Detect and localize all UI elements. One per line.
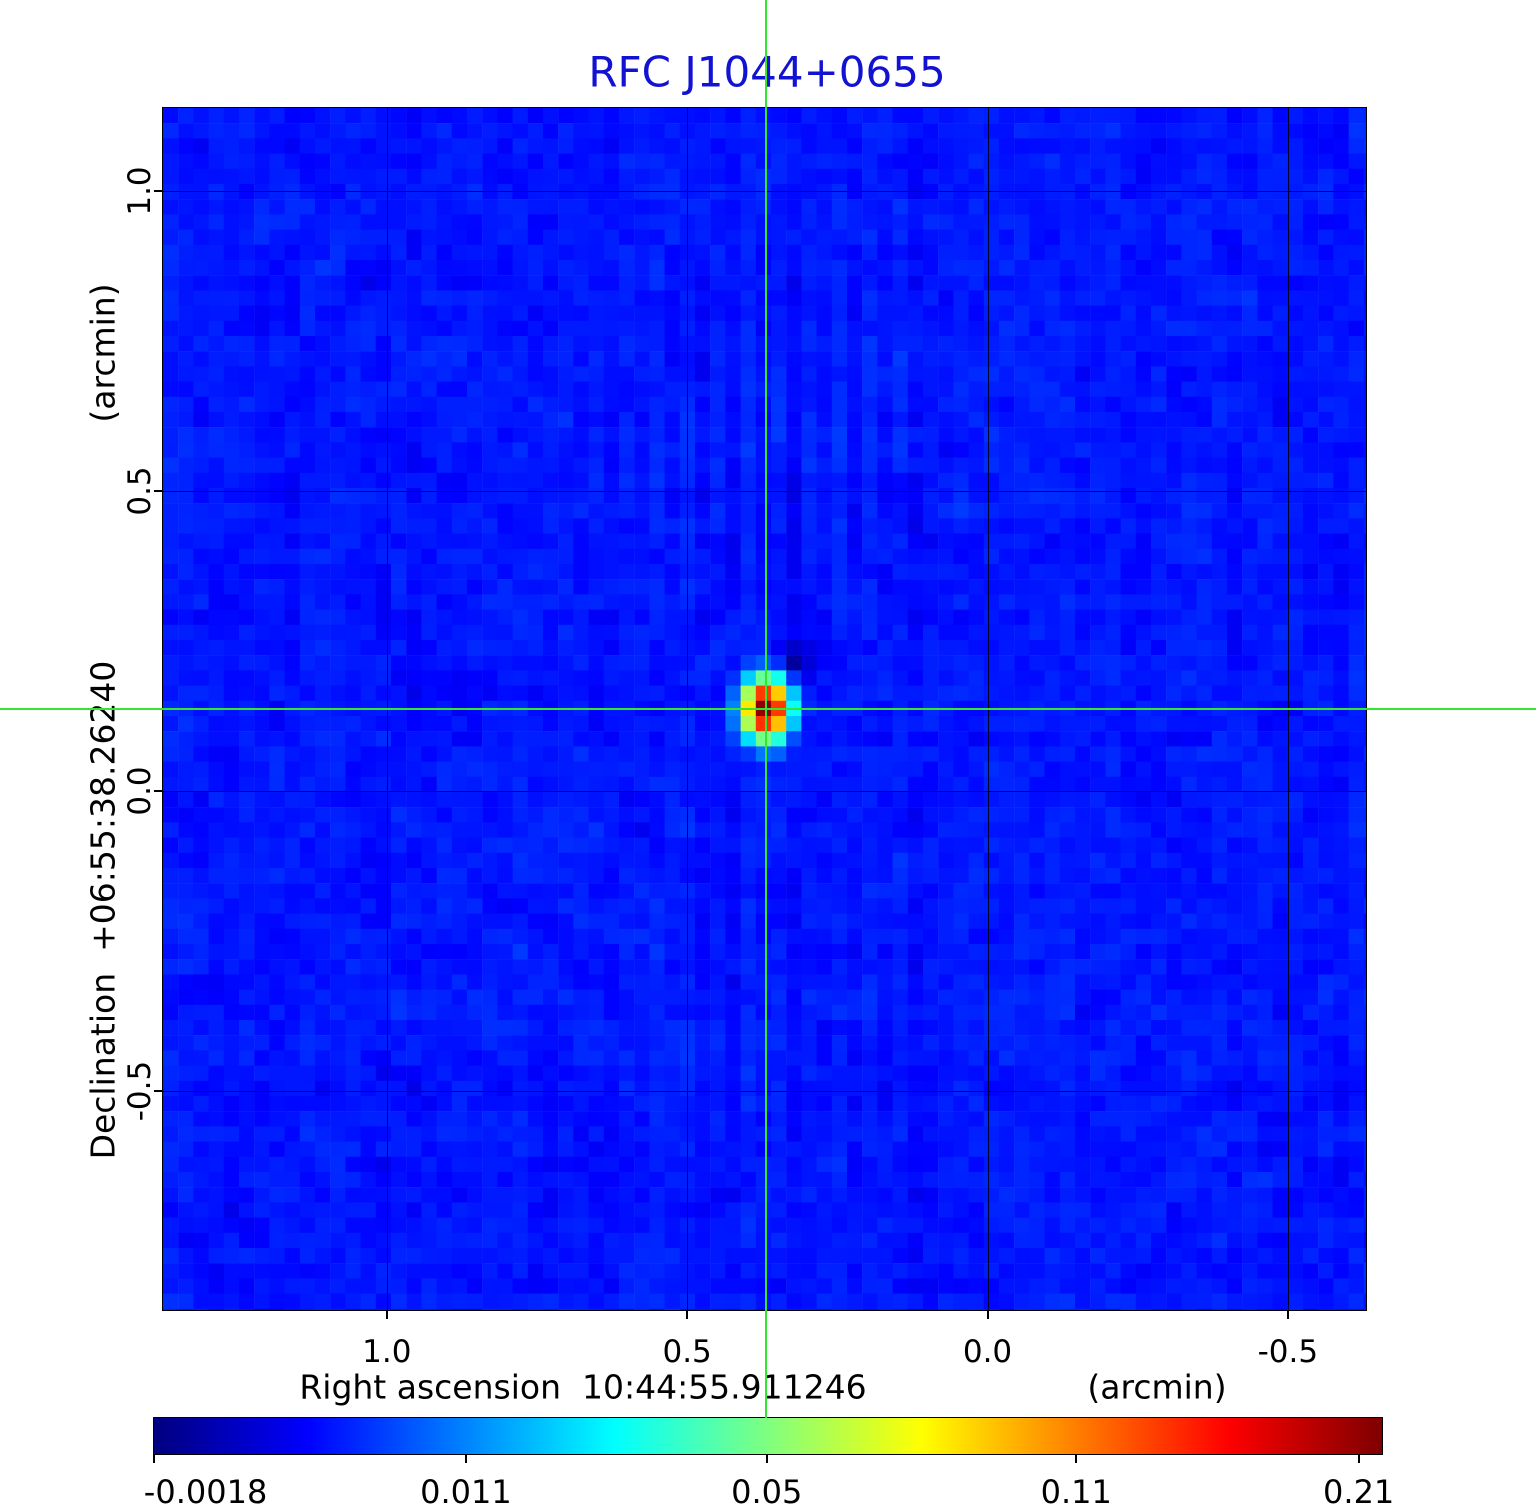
tick-mark bbox=[464, 1455, 467, 1463]
tick-mark bbox=[154, 189, 162, 192]
colorbar-tick-label: 0.21 bbox=[1323, 1473, 1395, 1511]
y-tick-label: 1.0 bbox=[122, 166, 158, 216]
tick-mark bbox=[1357, 1455, 1360, 1463]
tick-mark bbox=[986, 1311, 989, 1319]
y-tick-label: 0.5 bbox=[122, 466, 158, 516]
y-tick-label: 0.0 bbox=[122, 766, 158, 816]
colorbar-tick-label: -0.0018 bbox=[143, 1473, 268, 1511]
colorbar bbox=[153, 1417, 1383, 1455]
x-axis-label: Right ascension 10:44:55.911246 bbox=[299, 1367, 867, 1407]
colorbar-tick-label: 0.011 bbox=[420, 1473, 512, 1511]
x-tick-label: -0.5 bbox=[1257, 1334, 1319, 1370]
tick-mark bbox=[686, 1311, 689, 1319]
tick-mark bbox=[154, 489, 162, 492]
x-tick-label: 1.0 bbox=[362, 1334, 412, 1370]
colorbar-tick-label: 0.05 bbox=[731, 1473, 803, 1511]
crosshair-horizontal-line bbox=[0, 707, 1536, 710]
tick-mark bbox=[1286, 1311, 1289, 1319]
tick-mark bbox=[385, 1311, 388, 1319]
tick-mark bbox=[1075, 1455, 1078, 1463]
y-axis-unit-label: (arcmin) bbox=[83, 283, 123, 423]
tick-mark bbox=[154, 790, 162, 792]
colorbar-tick-label: 0.11 bbox=[1040, 1473, 1112, 1511]
tick-mark bbox=[154, 1090, 162, 1093]
x-tick-label: 0.5 bbox=[662, 1334, 712, 1370]
x-axis-unit-label: (arcmin) bbox=[1087, 1367, 1227, 1407]
tick-mark bbox=[765, 1455, 768, 1463]
figure-title: RFC J1044+0655 bbox=[588, 47, 946, 97]
y-tick-label: -0.5 bbox=[122, 1060, 158, 1122]
x-tick-label: 0.0 bbox=[962, 1334, 1013, 1370]
y-axis-label: Declination +06:55:38.26240 bbox=[83, 660, 123, 1160]
tick-mark bbox=[153, 1455, 155, 1463]
